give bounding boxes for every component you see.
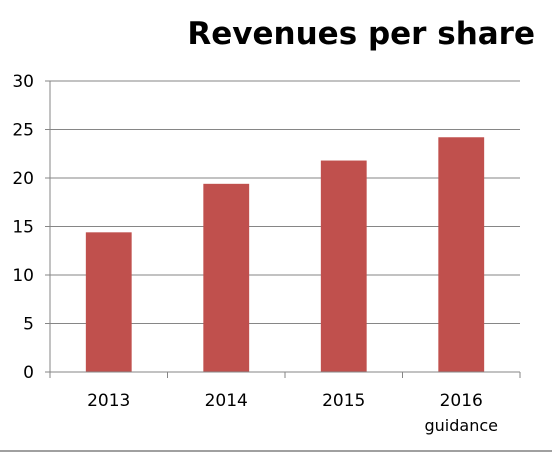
chart-title: Revenues per share [187, 16, 535, 52]
y-tick-label: 0 [23, 363, 34, 383]
y-tick-label: 5 [23, 315, 34, 335]
y-tick-label: 30 [12, 72, 34, 92]
bar-2015 [320, 160, 367, 372]
y-tick-label: 25 [12, 121, 34, 141]
y-tick-label: 10 [12, 266, 34, 286]
y-tick-label: 15 [12, 218, 34, 238]
x-category-label: 2015 [322, 391, 365, 411]
x-category-label: 2013 [87, 391, 130, 411]
x-category-sublabel: guidance [425, 416, 498, 435]
x-category-label: 2014 [205, 391, 248, 411]
bar-2016 [438, 137, 485, 372]
x-category-label: 2016 [440, 391, 483, 411]
bar-2014 [203, 183, 250, 372]
bar-2013 [85, 232, 132, 372]
y-tick-label: 20 [12, 169, 34, 189]
